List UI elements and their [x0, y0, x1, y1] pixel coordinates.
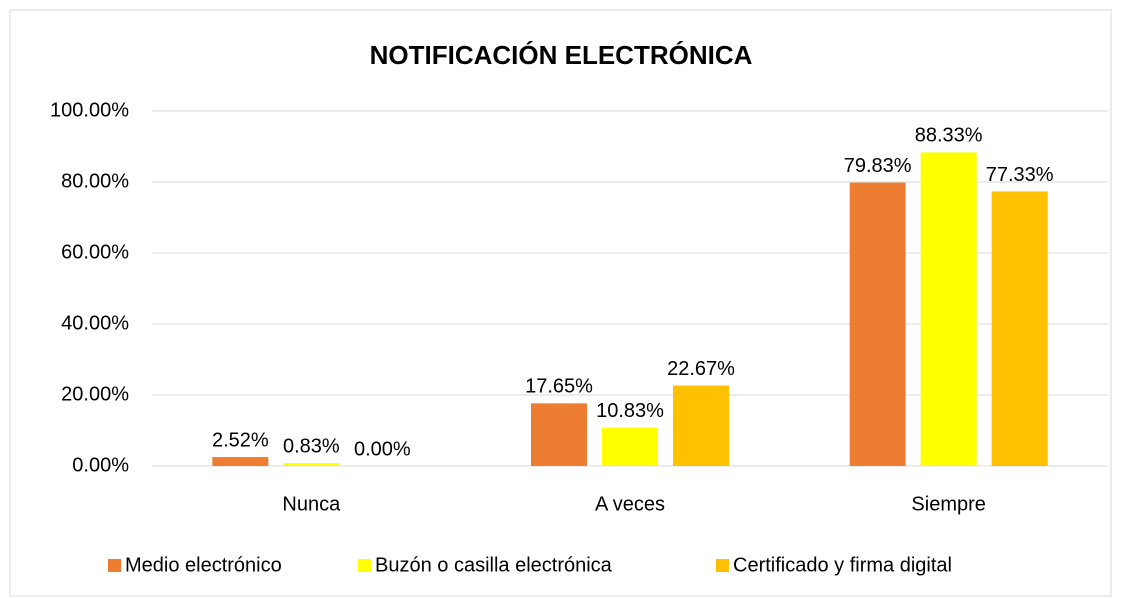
data-label: 88.33% [915, 125, 983, 147]
y-tick-label: 60.00% [61, 241, 129, 263]
x-tick-label: A veces [595, 493, 665, 515]
legend-swatch [108, 559, 121, 572]
bar [920, 152, 977, 466]
legend-label: Buzón o casilla electrónica [375, 554, 613, 576]
legend-label: Medio electrónico [125, 554, 282, 576]
bar [849, 182, 906, 466]
data-label: 22.67% [667, 358, 735, 380]
y-tick-label: 20.00% [61, 383, 129, 405]
y-tick-label: 80.00% [61, 170, 129, 192]
y-tick-label: 100.00% [50, 99, 129, 121]
legend-swatch [716, 559, 729, 572]
chart-title: NOTIFICACIÓN ELECTRÓNICA [370, 40, 753, 70]
bar [212, 457, 269, 466]
bar [991, 191, 1048, 466]
data-label: 77.33% [986, 164, 1054, 186]
bar [283, 463, 340, 466]
data-label: 0.83% [283, 435, 340, 457]
legend-swatch [358, 559, 371, 572]
bar [602, 427, 658, 466]
data-label: 2.52% [212, 429, 269, 451]
x-tick-label: Nunca [282, 493, 341, 515]
bar [673, 385, 729, 466]
y-tick-label: 40.00% [61, 312, 129, 334]
bar [531, 403, 587, 466]
x-tick-label: Siempre [911, 493, 985, 515]
y-tick-label: 0.00% [72, 454, 129, 476]
data-label: 79.83% [844, 155, 912, 177]
data-label: 10.83% [596, 400, 664, 422]
legend-label: Certificado y firma digital [733, 554, 952, 576]
data-label: 0.00% [354, 438, 411, 460]
data-label: 17.65% [525, 376, 593, 398]
